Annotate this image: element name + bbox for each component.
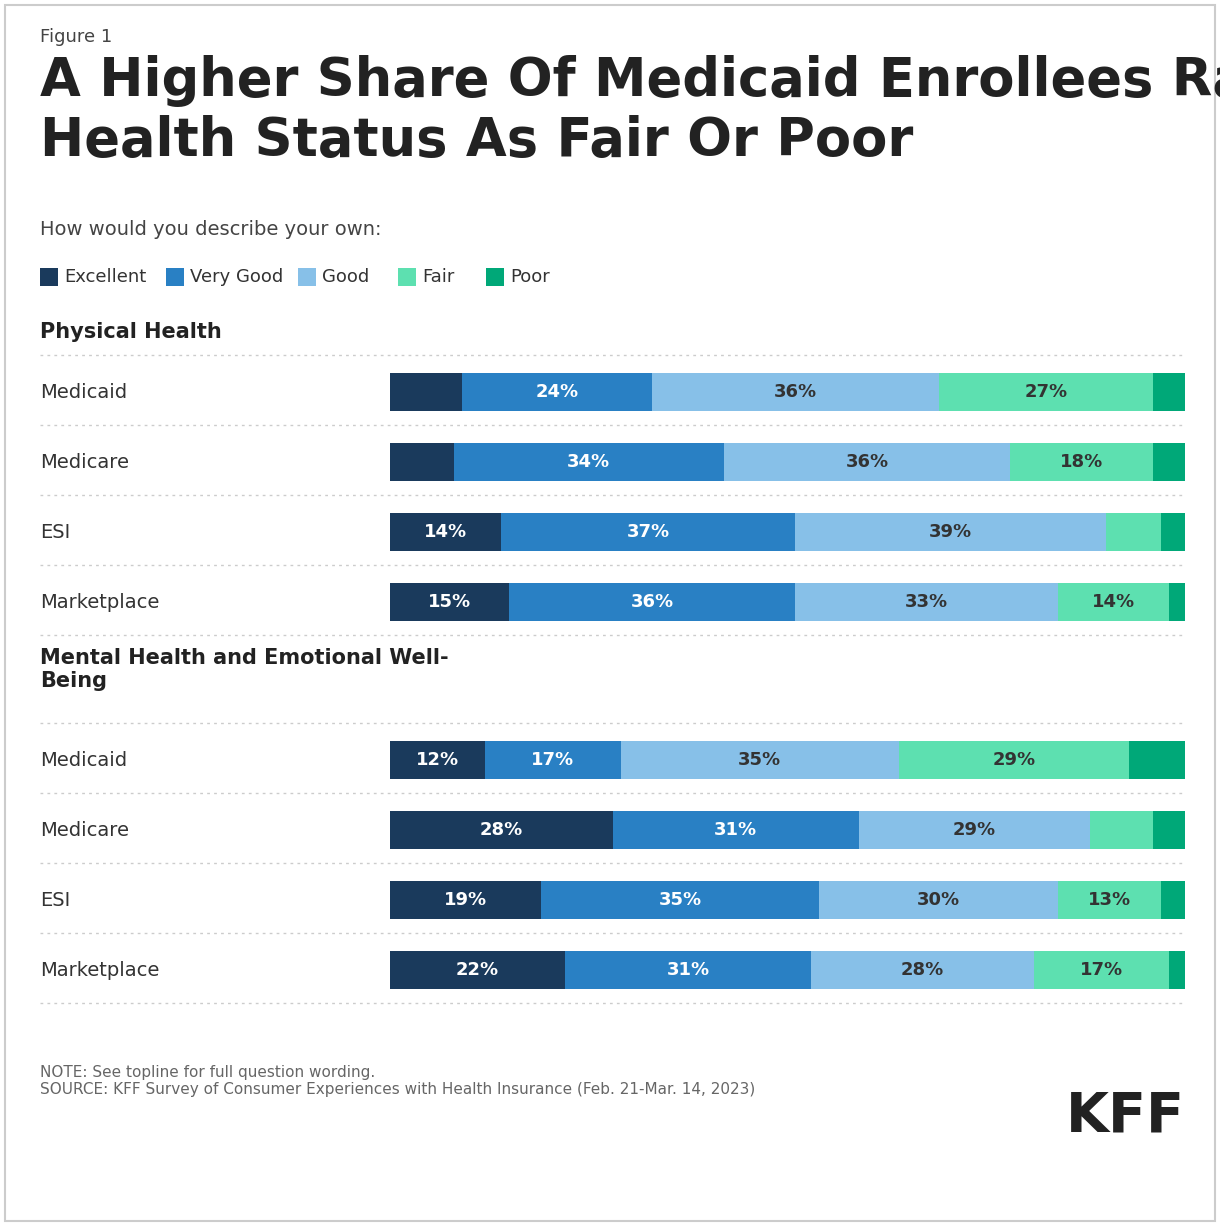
Bar (1058, 584, 1169, 622)
Text: 35%: 35% (738, 752, 781, 769)
Text: Poor: Poor (510, 268, 550, 286)
Bar (1010, 443, 1153, 481)
Text: 37%: 37% (627, 524, 670, 541)
Text: How would you describe your own:: How would you describe your own: (40, 219, 382, 239)
Bar (1153, 812, 1185, 848)
Bar (1169, 584, 1185, 622)
Text: Good: Good (322, 268, 370, 286)
Text: 28%: 28% (479, 821, 523, 839)
Bar (298, 268, 316, 286)
Bar (612, 812, 859, 848)
Text: Marketplace: Marketplace (40, 960, 160, 980)
Text: Fair: Fair (422, 268, 454, 286)
Bar (454, 443, 723, 481)
Bar (899, 741, 1130, 779)
Bar (40, 268, 59, 286)
Bar (723, 443, 1010, 481)
Bar (390, 512, 501, 550)
Text: A Higher Share Of Medicaid Enrollees Rate Their
Health Status As Fair Or Poor: A Higher Share Of Medicaid Enrollees Rat… (40, 55, 1220, 167)
Text: 27%: 27% (1025, 383, 1068, 401)
Bar (486, 268, 504, 286)
Text: ESI: ESI (40, 522, 71, 542)
Bar (390, 812, 612, 848)
Bar (621, 741, 899, 779)
Bar (486, 741, 621, 779)
Text: 31%: 31% (666, 961, 710, 980)
Bar (811, 951, 1033, 989)
Bar (795, 512, 1105, 550)
Text: 29%: 29% (993, 752, 1036, 769)
Text: 34%: 34% (567, 452, 610, 471)
Text: NOTE: See topline for full question wording.
SOURCE: KFF Survey of Consumer Expe: NOTE: See topline for full question word… (40, 1065, 755, 1097)
Text: 30%: 30% (917, 891, 960, 908)
Bar (166, 268, 184, 286)
Bar (820, 881, 1058, 920)
Text: ESI: ESI (40, 890, 71, 910)
Text: Very Good: Very Good (190, 268, 283, 286)
Bar (795, 584, 1058, 622)
Text: 36%: 36% (845, 452, 888, 471)
Bar (390, 741, 486, 779)
Text: 31%: 31% (714, 821, 758, 839)
Text: 17%: 17% (532, 752, 575, 769)
Bar (390, 584, 509, 622)
Bar (501, 512, 795, 550)
Bar (509, 584, 795, 622)
Text: Physical Health: Physical Health (40, 322, 222, 342)
Text: 14%: 14% (425, 524, 467, 541)
Bar (1161, 881, 1185, 920)
Bar (565, 951, 811, 989)
Bar (390, 951, 565, 989)
Text: 24%: 24% (536, 383, 578, 401)
Text: 15%: 15% (428, 593, 471, 611)
Text: 28%: 28% (902, 961, 944, 980)
Bar (390, 881, 540, 920)
Bar (1161, 512, 1185, 550)
Text: 18%: 18% (1060, 452, 1103, 471)
Text: Medicaid: Medicaid (40, 383, 127, 401)
Text: 12%: 12% (416, 752, 459, 769)
Text: KFF: KFF (1066, 1090, 1185, 1144)
Text: Mental Health and Emotional Well-
Being: Mental Health and Emotional Well- Being (40, 649, 449, 691)
Bar (390, 373, 461, 411)
Bar (1169, 951, 1185, 989)
Bar (1105, 512, 1161, 550)
Bar (1153, 373, 1185, 411)
Text: 14%: 14% (1092, 593, 1135, 611)
Bar (938, 373, 1153, 411)
Bar (1058, 881, 1161, 920)
Bar (1089, 812, 1153, 848)
Bar (540, 881, 820, 920)
Bar (1130, 741, 1185, 779)
Text: Medicaid: Medicaid (40, 750, 127, 770)
Text: 13%: 13% (1088, 891, 1131, 908)
Text: 29%: 29% (953, 821, 996, 839)
Text: Marketplace: Marketplace (40, 592, 160, 612)
Text: 36%: 36% (631, 593, 673, 611)
Bar (859, 812, 1089, 848)
Bar (1033, 951, 1169, 989)
Text: 39%: 39% (928, 524, 972, 541)
Text: 36%: 36% (773, 383, 817, 401)
Text: Medicare: Medicare (40, 452, 129, 472)
Bar (461, 373, 653, 411)
Bar (1153, 443, 1185, 481)
Text: 19%: 19% (444, 891, 487, 908)
Text: Figure 1: Figure 1 (40, 28, 112, 47)
Bar (653, 373, 938, 411)
Text: 17%: 17% (1080, 961, 1124, 980)
Text: Medicare: Medicare (40, 820, 129, 840)
Text: 33%: 33% (905, 593, 948, 611)
Bar (398, 268, 416, 286)
Text: 35%: 35% (659, 891, 702, 908)
Bar (390, 443, 454, 481)
Text: Excellent: Excellent (63, 268, 146, 286)
Text: 22%: 22% (456, 961, 499, 980)
